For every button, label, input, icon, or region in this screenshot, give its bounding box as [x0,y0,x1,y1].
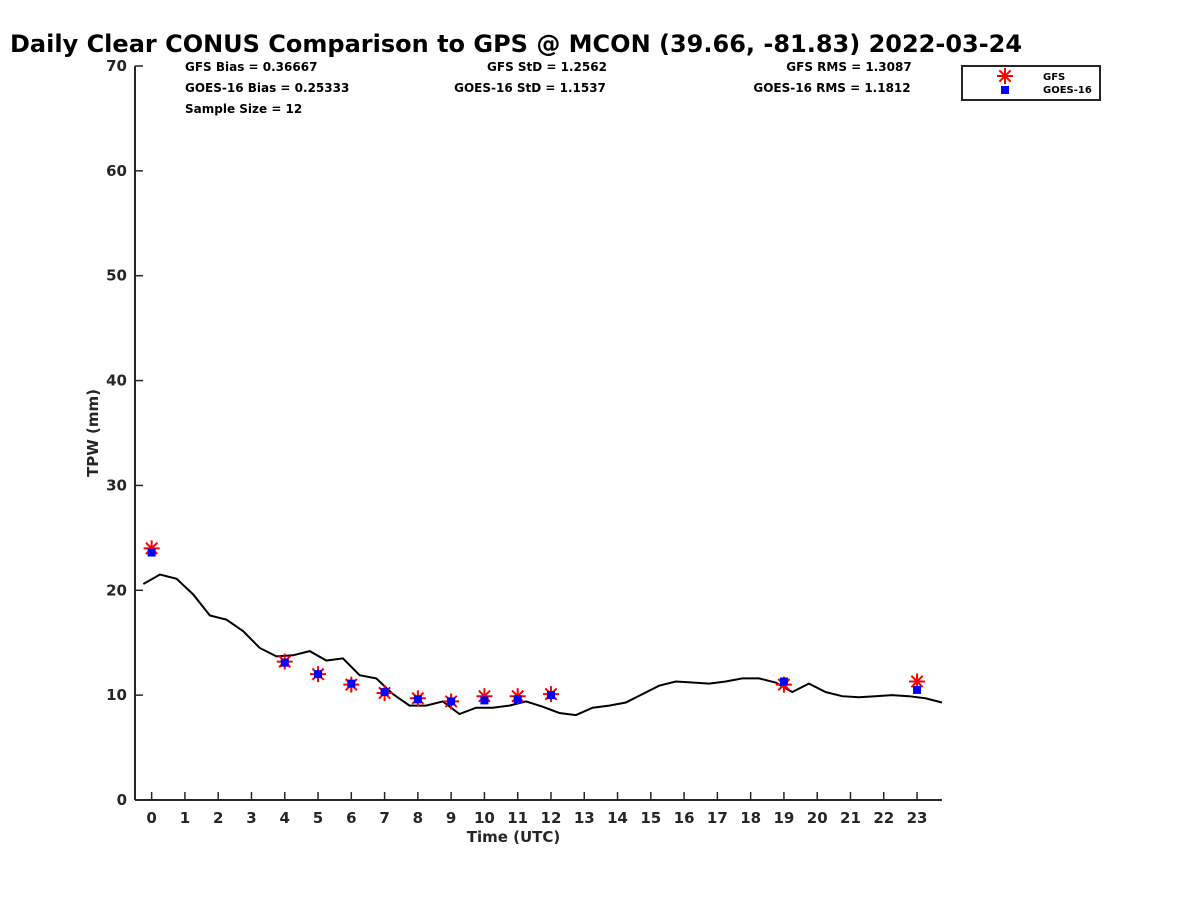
stats-annotations: GFS Bias = 0.36667 GOES-16 Bias = 0.25333… [185,60,912,116]
stat-goes-bias: GOES-16 Bias = 0.25333 [185,81,349,95]
x-tick-label: 5 [313,809,323,827]
y-tick-label: 0 [117,791,127,809]
legend-gfs-label: GFS [1043,72,1065,83]
stat-gfs-rms: GFS RMS = 1.3087 [786,60,911,74]
x-tick-label: 10 [474,809,495,827]
goes16-point [480,696,489,705]
stat-goes-rms: GOES-16 RMS = 1.1812 [753,81,910,95]
stat-sample: Sample Size = 12 [185,102,302,116]
gps-series-line [142,573,943,717]
x-tick-label: 9 [446,809,456,827]
goes16-point [380,687,389,696]
x-tick-label: 16 [674,809,695,827]
x-tick-label: 15 [640,809,661,827]
x-tick-label: 22 [873,809,894,827]
gps-series-layer [142,573,943,717]
stat-goes-std: GOES-16 StD = 1.1537 [454,81,606,95]
goes16-point [413,695,422,704]
x-tick-label: 18 [740,809,761,827]
legend: GFS GOES-16 [961,65,1101,101]
y-tick-label: 60 [106,162,127,180]
goes16-point [347,679,356,688]
y-tick-label: 50 [106,267,127,285]
x-tick-label: 11 [507,809,528,827]
goes16-point [447,697,456,706]
x-tick-label: 13 [574,809,595,827]
goes16-point [546,691,555,700]
legend-box [961,65,1101,101]
goes16-point [913,685,922,694]
x-tick-label: 12 [541,809,562,827]
axes: 0 1 2 3 4 5 6 7 8 9 10 11 12 13 14 15 16 17 18 19 20 21 22 2301… [84,57,942,846]
x-tick-label: 6 [346,809,356,827]
markers-layer [143,540,926,710]
chart-title: Daily Clear CONUS Comparison to GPS @ MC… [10,30,1023,58]
goes16-point [147,548,156,557]
x-tick-label: 7 [379,809,389,827]
x-tick-label: 14 [607,809,628,827]
stat-gfs-std: GFS StD = 1.2562 [487,60,607,74]
y-tick-label: 20 [106,581,127,599]
x-tick-label: 19 [773,809,794,827]
goes16-point [314,670,323,679]
y-tick-label: 30 [106,476,127,494]
goes16-point [513,695,522,704]
legend-goes16-marker [1001,86,1009,94]
goes16-point [779,677,788,686]
x-axis-label: Time (UTC) [467,828,561,846]
legend-gfs-marker [997,68,1013,84]
x-tick-label: 23 [907,809,928,827]
x-tick-label: 2 [213,809,223,827]
x-tick-label: 21 [840,809,861,827]
x-tick-label: 8 [413,809,423,827]
x-tick-label: 0 [146,809,156,827]
y-tick-label: 40 [106,372,127,390]
y-axis-label: TPW (mm) [84,389,102,477]
x-tick-label: 17 [707,809,728,827]
legend-goes16-label: GOES-16 [1043,85,1092,96]
x-tick-label: 1 [180,809,190,827]
stat-gfs-bias: GFS Bias = 0.36667 [185,60,317,74]
x-tick-label: 4 [280,809,290,827]
goes16-point [280,658,289,667]
x-tick-label: 20 [807,809,828,827]
y-tick-label: 10 [106,686,127,704]
x-tick-label: 3 [246,809,256,827]
y-tick-label: 70 [106,57,127,75]
